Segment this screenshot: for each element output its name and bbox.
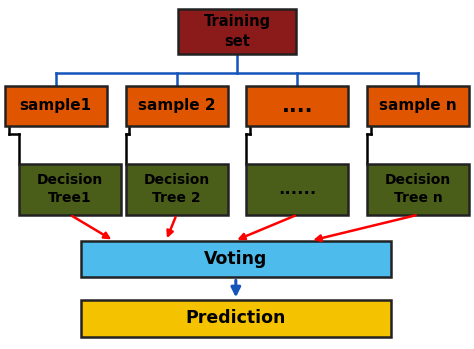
Text: Decision
Tree 2: Decision Tree 2 [144,173,210,205]
FancyBboxPatch shape [367,86,469,126]
Text: sample n: sample n [379,98,457,113]
FancyBboxPatch shape [367,164,469,215]
Text: sample1: sample1 [19,98,92,113]
Text: Voting: Voting [204,250,267,268]
FancyBboxPatch shape [81,241,391,277]
FancyBboxPatch shape [246,164,348,215]
FancyBboxPatch shape [178,9,296,54]
FancyBboxPatch shape [5,86,107,126]
Text: Decision
Tree1: Decision Tree1 [37,173,103,205]
FancyBboxPatch shape [19,164,121,215]
FancyBboxPatch shape [246,86,348,126]
Text: ......: ...... [278,180,317,198]
Text: Training
set: Training set [203,14,271,49]
FancyBboxPatch shape [126,164,228,215]
FancyBboxPatch shape [81,300,391,337]
Text: Decision
Tree n: Decision Tree n [385,173,451,205]
Text: Prediction: Prediction [186,310,286,327]
Text: sample 2: sample 2 [138,98,215,113]
Text: ....: .... [282,96,313,116]
FancyBboxPatch shape [126,86,228,126]
